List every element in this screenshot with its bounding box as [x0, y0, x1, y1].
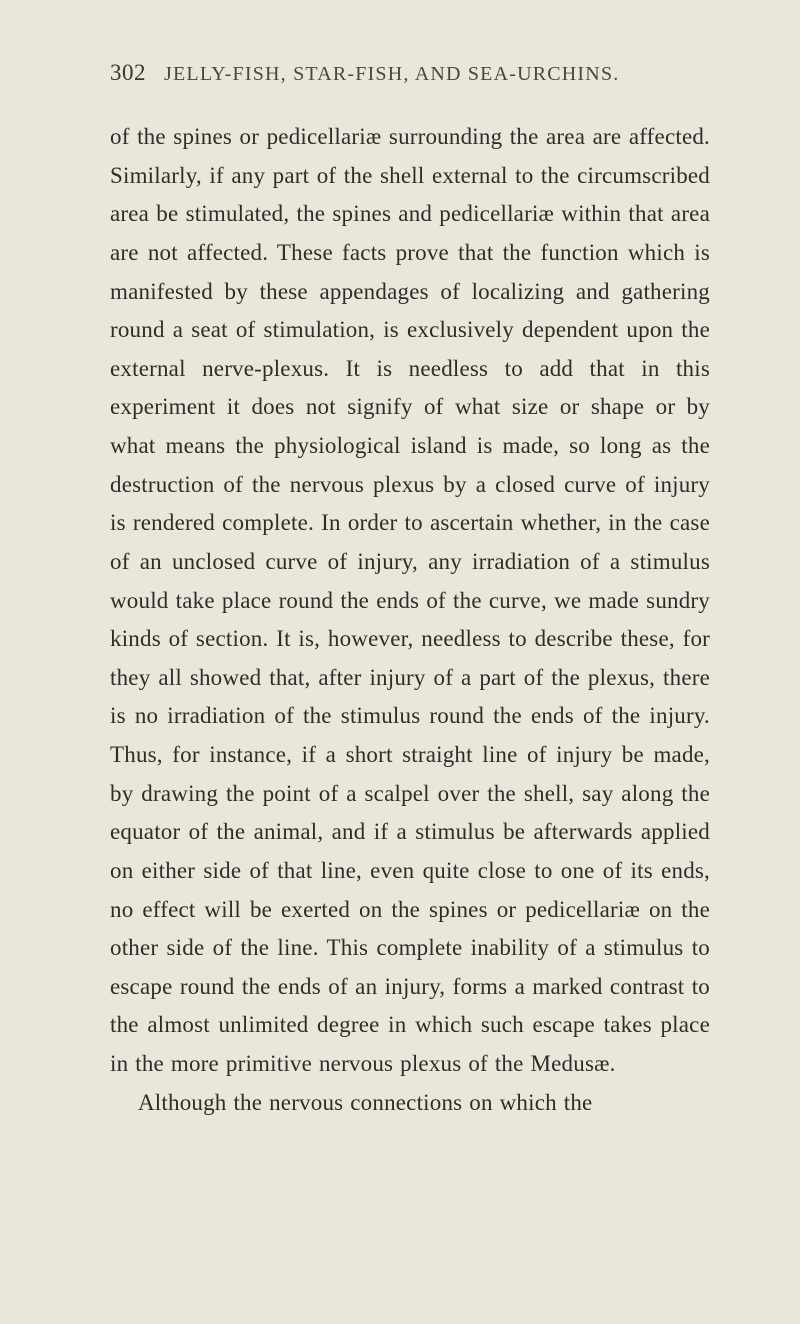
page-number: 302 — [110, 60, 146, 86]
body-text: of the spines or pedicellariæ surroundin… — [110, 118, 710, 1122]
page-header: 302 JELLY-FISH, STAR-FISH, AND SEA-URCHI… — [110, 60, 710, 86]
page-container: 302 JELLY-FISH, STAR-FISH, AND SEA-URCHI… — [0, 0, 800, 1182]
paragraph-2: Although the nervous connections on whic… — [110, 1084, 710, 1123]
paragraph-1: of the spines or pedicellariæ surroundin… — [110, 118, 710, 1084]
running-head: JELLY-FISH, STAR-FISH, AND SEA-URCHINS. — [164, 63, 619, 86]
